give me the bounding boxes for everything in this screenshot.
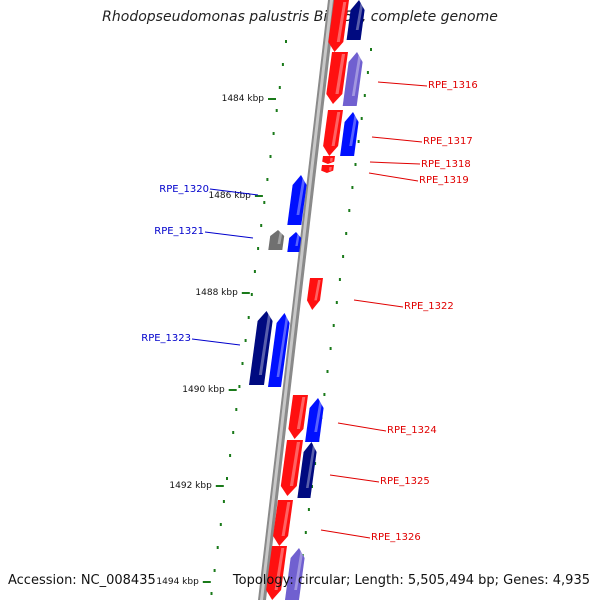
gene-rpe-1319-arrow-shade: [328, 167, 332, 171]
gene-rpe-1319-arrow: [321, 165, 334, 173]
gene-rpe-1324-arrow-shade: [296, 397, 306, 429]
gene-rpe-1315-arrow-shade: [336, 2, 347, 42]
gene-rpe-1321-arrow-shade: [295, 234, 300, 246]
kbp-label: 1486 kbp: [208, 191, 251, 201]
gene-rpe-1321a-arrow: [268, 230, 285, 250]
gene-rpe-1317b-arrow-shade: [349, 114, 358, 146]
gene-rpe-1327b-arrow-shade: [294, 550, 304, 590]
gene-label-rpe-1320[interactable]: RPE_1320: [159, 184, 209, 195]
gene-label-rpe-1324[interactable]: RPE_1324: [387, 425, 437, 436]
gene-label-rpe-1325[interactable]: RPE_1325: [380, 476, 430, 487]
genome-summary-text: Topology: circular; Length: 5,505,494 bp…: [232, 573, 590, 588]
gene-label-leader: [369, 161, 421, 165]
kbp-tick: [268, 98, 276, 100]
gene-features[interactable]: [249, 0, 365, 600]
gene-label-rpe-1317[interactable]: RPE_1317: [423, 136, 473, 147]
gene-rpe-1325b-arrow: [297, 442, 317, 498]
gene-rpe-1325-arrow: [280, 440, 303, 496]
gene-rpe-1315b-arrow-shade: [355, 2, 364, 30]
kbp-tick: [215, 485, 224, 487]
gene-rpe-1323a-arrow: [249, 311, 273, 385]
genome-backbone: [258, 0, 336, 600]
gene-rpe-1316b-arrow: [342, 52, 363, 106]
gene-label-rpe-1316[interactable]: RPE_1316: [428, 80, 478, 91]
gene-rpe-1324b-arrow: [305, 398, 324, 442]
gene-rpe-1317b-arrow: [340, 112, 359, 156]
gene-rpe-1326-arrow: [273, 500, 293, 546]
kbp-tick: [228, 389, 237, 391]
kbp-tick: [241, 292, 250, 294]
gene-rpe-1317-arrow: [323, 110, 343, 156]
gene-rpe-1322-arrow: [307, 278, 323, 310]
gene-rpe-1327-arrow-shade: [274, 548, 285, 590]
gene-label-leader: [320, 529, 371, 539]
gene-rpe-1323-arrow-shade: [276, 315, 289, 377]
gene-rpe-1315-arrow: [328, 0, 349, 52]
gene-label-leader: [329, 474, 380, 483]
kbp-label: 1490 kbp: [182, 385, 225, 395]
kbp-ticks: 1484 kbp 1486 kbp 1488 kbp 1490 kbp 1492 kbp…: [156, 94, 276, 587]
gene-rpe-1324b-arrow-shade: [314, 400, 323, 432]
gene-rpe-1315b-arrow: [346, 0, 365, 40]
gene-rpe-1318-arrow: [322, 156, 335, 164]
kbp-label: 1488 kbp: [195, 288, 238, 298]
gene-label-leader: [368, 172, 419, 182]
gene-rpe-1322-arrow-shade: [314, 280, 321, 301]
gene-label-leader: [353, 299, 404, 308]
gene-label-rpe-1321[interactable]: RPE_1321: [154, 226, 204, 237]
gene-rpe-1317-arrow-shade: [331, 112, 341, 146]
gene-rpe-1327-arrow: [266, 546, 287, 600]
gene-rpe-1316b-arrow-shade: [351, 54, 362, 96]
gene-rpe-1321-arrow: [287, 232, 302, 252]
gene-label-rpe-1326[interactable]: RPE_1326: [371, 532, 421, 543]
gene-label-leader: [337, 422, 387, 432]
gene-label-rpe-1323[interactable]: RPE_1323: [141, 333, 191, 344]
gene-label-rpe-1318[interactable]: RPE_1318: [421, 159, 471, 170]
gene-rpe-1320-arrow: [287, 175, 307, 225]
gene-label-rpe-1319[interactable]: RPE_1319: [419, 175, 469, 186]
kbp-label: 1484 kbp: [222, 94, 265, 104]
gene-label-leader: [191, 338, 241, 346]
gene-label-rpe-1322[interactable]: RPE_1322: [404, 301, 454, 312]
gene-labels[interactable]: RPE_1316 RPE_1317 RPE_1318 RPE_1319 RPE_1320…: [141, 80, 478, 543]
gene-rpe-1323a-arrow-shade: [258, 313, 272, 375]
kbp-label: 1492 kbp: [169, 481, 212, 491]
gene-rpe-1325-arrow-shade: [289, 442, 301, 486]
kbp-tick: [254, 195, 263, 197]
gene-rpe-1316-arrow: [326, 52, 348, 104]
kbp-label: 1494 kbp: [156, 577, 199, 587]
gene-rpe-1321a-arrow-shade: [277, 232, 283, 244]
gene-label-leader: [204, 231, 254, 239]
gene-rpe-1318-arrow-shade: [329, 158, 333, 162]
kbp-tick: [202, 581, 211, 583]
gene-label-leader: [377, 81, 428, 87]
accession-text: Accession: NC_008435: [8, 573, 156, 588]
gene-rpe-1316-arrow-shade: [335, 54, 346, 94]
map-title: Rhodopseudomonas palustris BisA53, compl…: [102, 9, 498, 25]
gene-rpe-1325b-arrow-shade: [306, 444, 316, 488]
gene-rpe-1324-arrow: [288, 395, 308, 439]
gene-rpe-1327b-arrow: [285, 548, 305, 600]
gene-label-leader: [371, 136, 423, 143]
gene-label-leader: [209, 188, 259, 196]
gene-rpe-1320-arrow-shade: [296, 177, 306, 215]
gene-rpe-1326-arrow-shade: [281, 502, 291, 536]
gene-rpe-1323-arrow: [268, 313, 290, 387]
